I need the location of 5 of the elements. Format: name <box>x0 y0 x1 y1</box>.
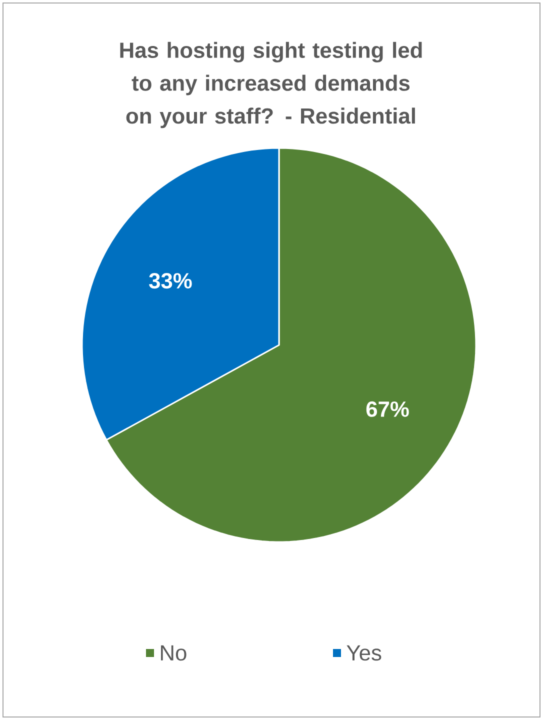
data-label: 67% <box>366 401 409 417</box>
chart-title: Has hosting sight testing led to any increased demands on your staff? - Residential <box>120 42 422 128</box>
legend-label: No <box>160 645 186 661</box>
data-label: 33% <box>149 273 192 289</box>
legend-label: Yes <box>346 645 382 661</box>
